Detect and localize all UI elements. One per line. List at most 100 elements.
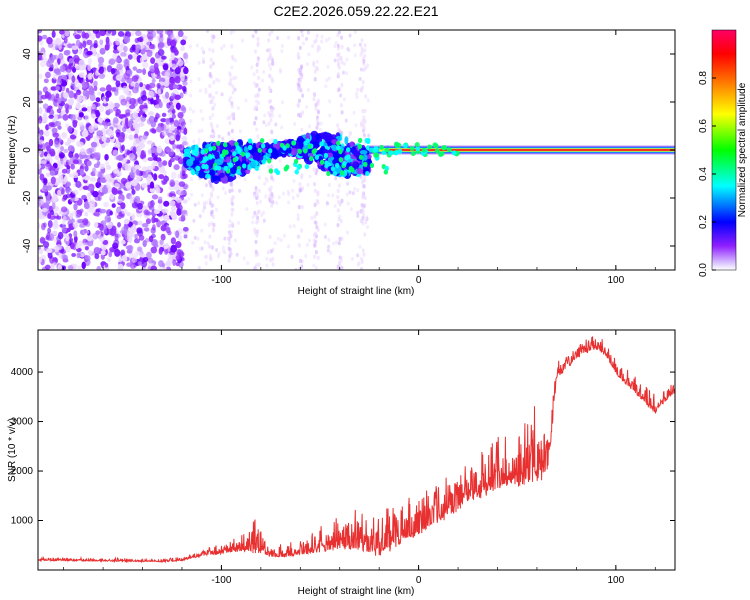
spectrogram-cell [61, 225, 67, 233]
spectrogram-cell [228, 162, 234, 168]
spectrogram-cell [38, 248, 44, 255]
spectrogram-cell [355, 95, 359, 100]
spectrogram-cell [63, 148, 69, 154]
spectrogram-cell [307, 143, 313, 150]
spectrogram-cell [327, 193, 331, 198]
spectrogram-cell [231, 56, 235, 61]
spectrogram-cell [199, 109, 203, 114]
spectrogram-cell [38, 119, 42, 124]
spectrogram-cell [175, 134, 181, 142]
spectrogram-cell [162, 160, 168, 167]
spectrogram-cell [338, 214, 342, 219]
spectrogram-cell [49, 148, 56, 157]
spectrogram-cell [73, 92, 78, 100]
spectrogram-cell [182, 199, 188, 204]
spectrogram-cell [169, 191, 176, 196]
spectrogram-cell [159, 33, 164, 38]
spectrogram-cell [223, 190, 227, 195]
spectrogram-cell [175, 203, 181, 209]
spectrogram-cell [217, 78, 221, 83]
spectrogram-cell [345, 57, 349, 62]
spectrogram-cell [76, 30, 83, 34]
spectrogram-cell [42, 103, 49, 110]
spectrogram-cell [356, 87, 360, 92]
spectrogram-cell [65, 123, 70, 128]
spectrogram-cell [340, 44, 344, 50]
spectrogram-cell [38, 222, 41, 230]
spectrogram-cell [62, 158, 67, 166]
spectrogram-cell [254, 263, 258, 268]
spectrogram-cell [324, 38, 328, 43]
spectrogram-cell [268, 99, 272, 104]
spectrogram-cell [40, 196, 45, 205]
spectrogram-cell [410, 151, 416, 157]
spectrogram-cell [320, 34, 324, 39]
spectrogram-cell [43, 222, 47, 228]
spectrogram-cell [52, 117, 58, 123]
spectrogram-cell [141, 61, 149, 69]
spectrogram-cell [46, 37, 53, 45]
spectrogram-cell [134, 37, 140, 44]
spectrogram-cell [38, 132, 43, 138]
spectrogram-cell [120, 249, 126, 256]
spectrogram-cell [353, 30, 357, 35]
spectrogram-cell [300, 228, 304, 233]
spectrogram-cell [131, 163, 138, 172]
spectrogram-cell [254, 186, 258, 191]
spectrogram-cell [362, 184, 366, 189]
spectrogram-cell [229, 252, 233, 257]
spectrogram-cell [254, 93, 258, 99]
spectrogram-cell [172, 143, 177, 150]
spectrogram-cell [230, 221, 234, 227]
spectrogram-cell [267, 38, 271, 43]
spectrogram-cell [270, 30, 274, 34]
spectrogram-cell [50, 86, 57, 91]
spectrogram-cell [148, 82, 156, 89]
spectrogram-cell [255, 68, 259, 74]
spectrogram-cell [231, 90, 235, 95]
spectrogram-cell [150, 146, 157, 154]
spectrogram-cell [38, 107, 43, 115]
spectrogram-cell [254, 239, 258, 245]
spectrogram-cell [138, 234, 145, 241]
spectrogram-cell [162, 179, 168, 185]
spectrogram-cell [192, 218, 196, 223]
spectrogram-cell [40, 94, 48, 100]
spectrogram-cell [121, 254, 128, 263]
spectrogram-cell [402, 143, 408, 149]
spectrogram-cell [208, 73, 212, 78]
spectrogram-cell [163, 243, 168, 250]
spectrogram-cell [63, 36, 68, 44]
spectrogram-cell [362, 115, 366, 120]
spectrogram-cell [99, 223, 104, 232]
spectrogram-cell [153, 62, 159, 70]
spectrogram-cell [181, 135, 188, 143]
spectrogram-cell [336, 123, 340, 128]
spectrogram-cell [132, 53, 138, 60]
spectrogram-cell [131, 256, 138, 263]
spectrogram-cell [297, 87, 301, 92]
spectrogram-cell [228, 223, 232, 229]
spectrogram-cell [135, 44, 141, 51]
spectrogram-cell [64, 245, 71, 253]
spectrogram-cell [117, 222, 121, 228]
spectrogram-cell [367, 133, 371, 138]
spectrogram-cell [86, 50, 93, 56]
spectrogram-cell [143, 39, 151, 47]
spectrogram-cell [253, 106, 257, 111]
spectrogram-cell [175, 241, 182, 249]
spectrogram-cell [38, 214, 46, 220]
spectrogram-cell [312, 181, 316, 186]
spectrogram-cell [228, 219, 232, 224]
spectrogram-cell [216, 195, 220, 200]
spectrogram-cell [116, 199, 123, 204]
spectrogram-cell [65, 234, 70, 242]
spectrogram-cell [147, 148, 152, 156]
spectrogram-cell [55, 93, 60, 99]
spectrogram-cell [164, 91, 170, 99]
spectrogram-cell [67, 126, 73, 133]
spectrogram-cell [208, 115, 212, 121]
spectrogram-cell [356, 151, 361, 157]
spectrogram-cell [188, 93, 192, 98]
